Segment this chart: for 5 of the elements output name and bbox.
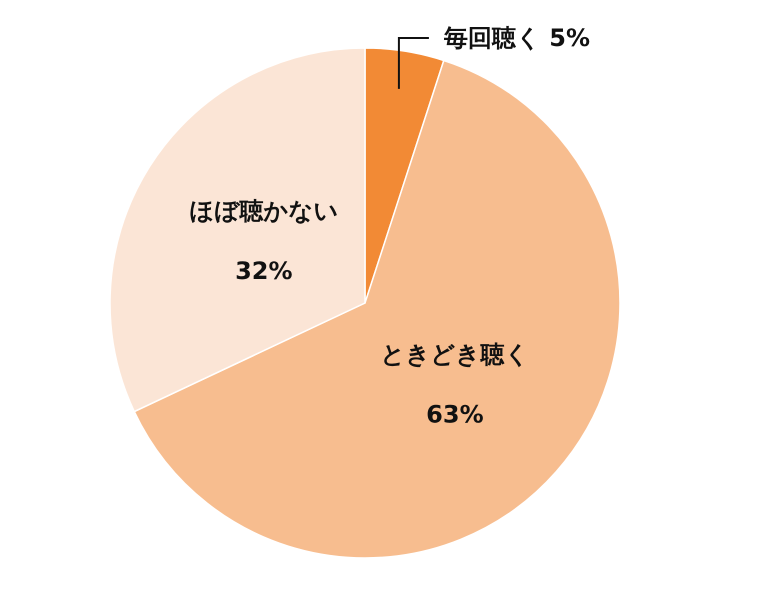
slice-label: ときどき聴く — [380, 340, 530, 368]
data-label: 32% — [235, 256, 293, 285]
data-label: 63% — [426, 400, 484, 428]
slice-label: 毎回聴く 5% — [442, 24, 590, 52]
slice-label: ほぼ聴かない — [189, 196, 338, 225]
